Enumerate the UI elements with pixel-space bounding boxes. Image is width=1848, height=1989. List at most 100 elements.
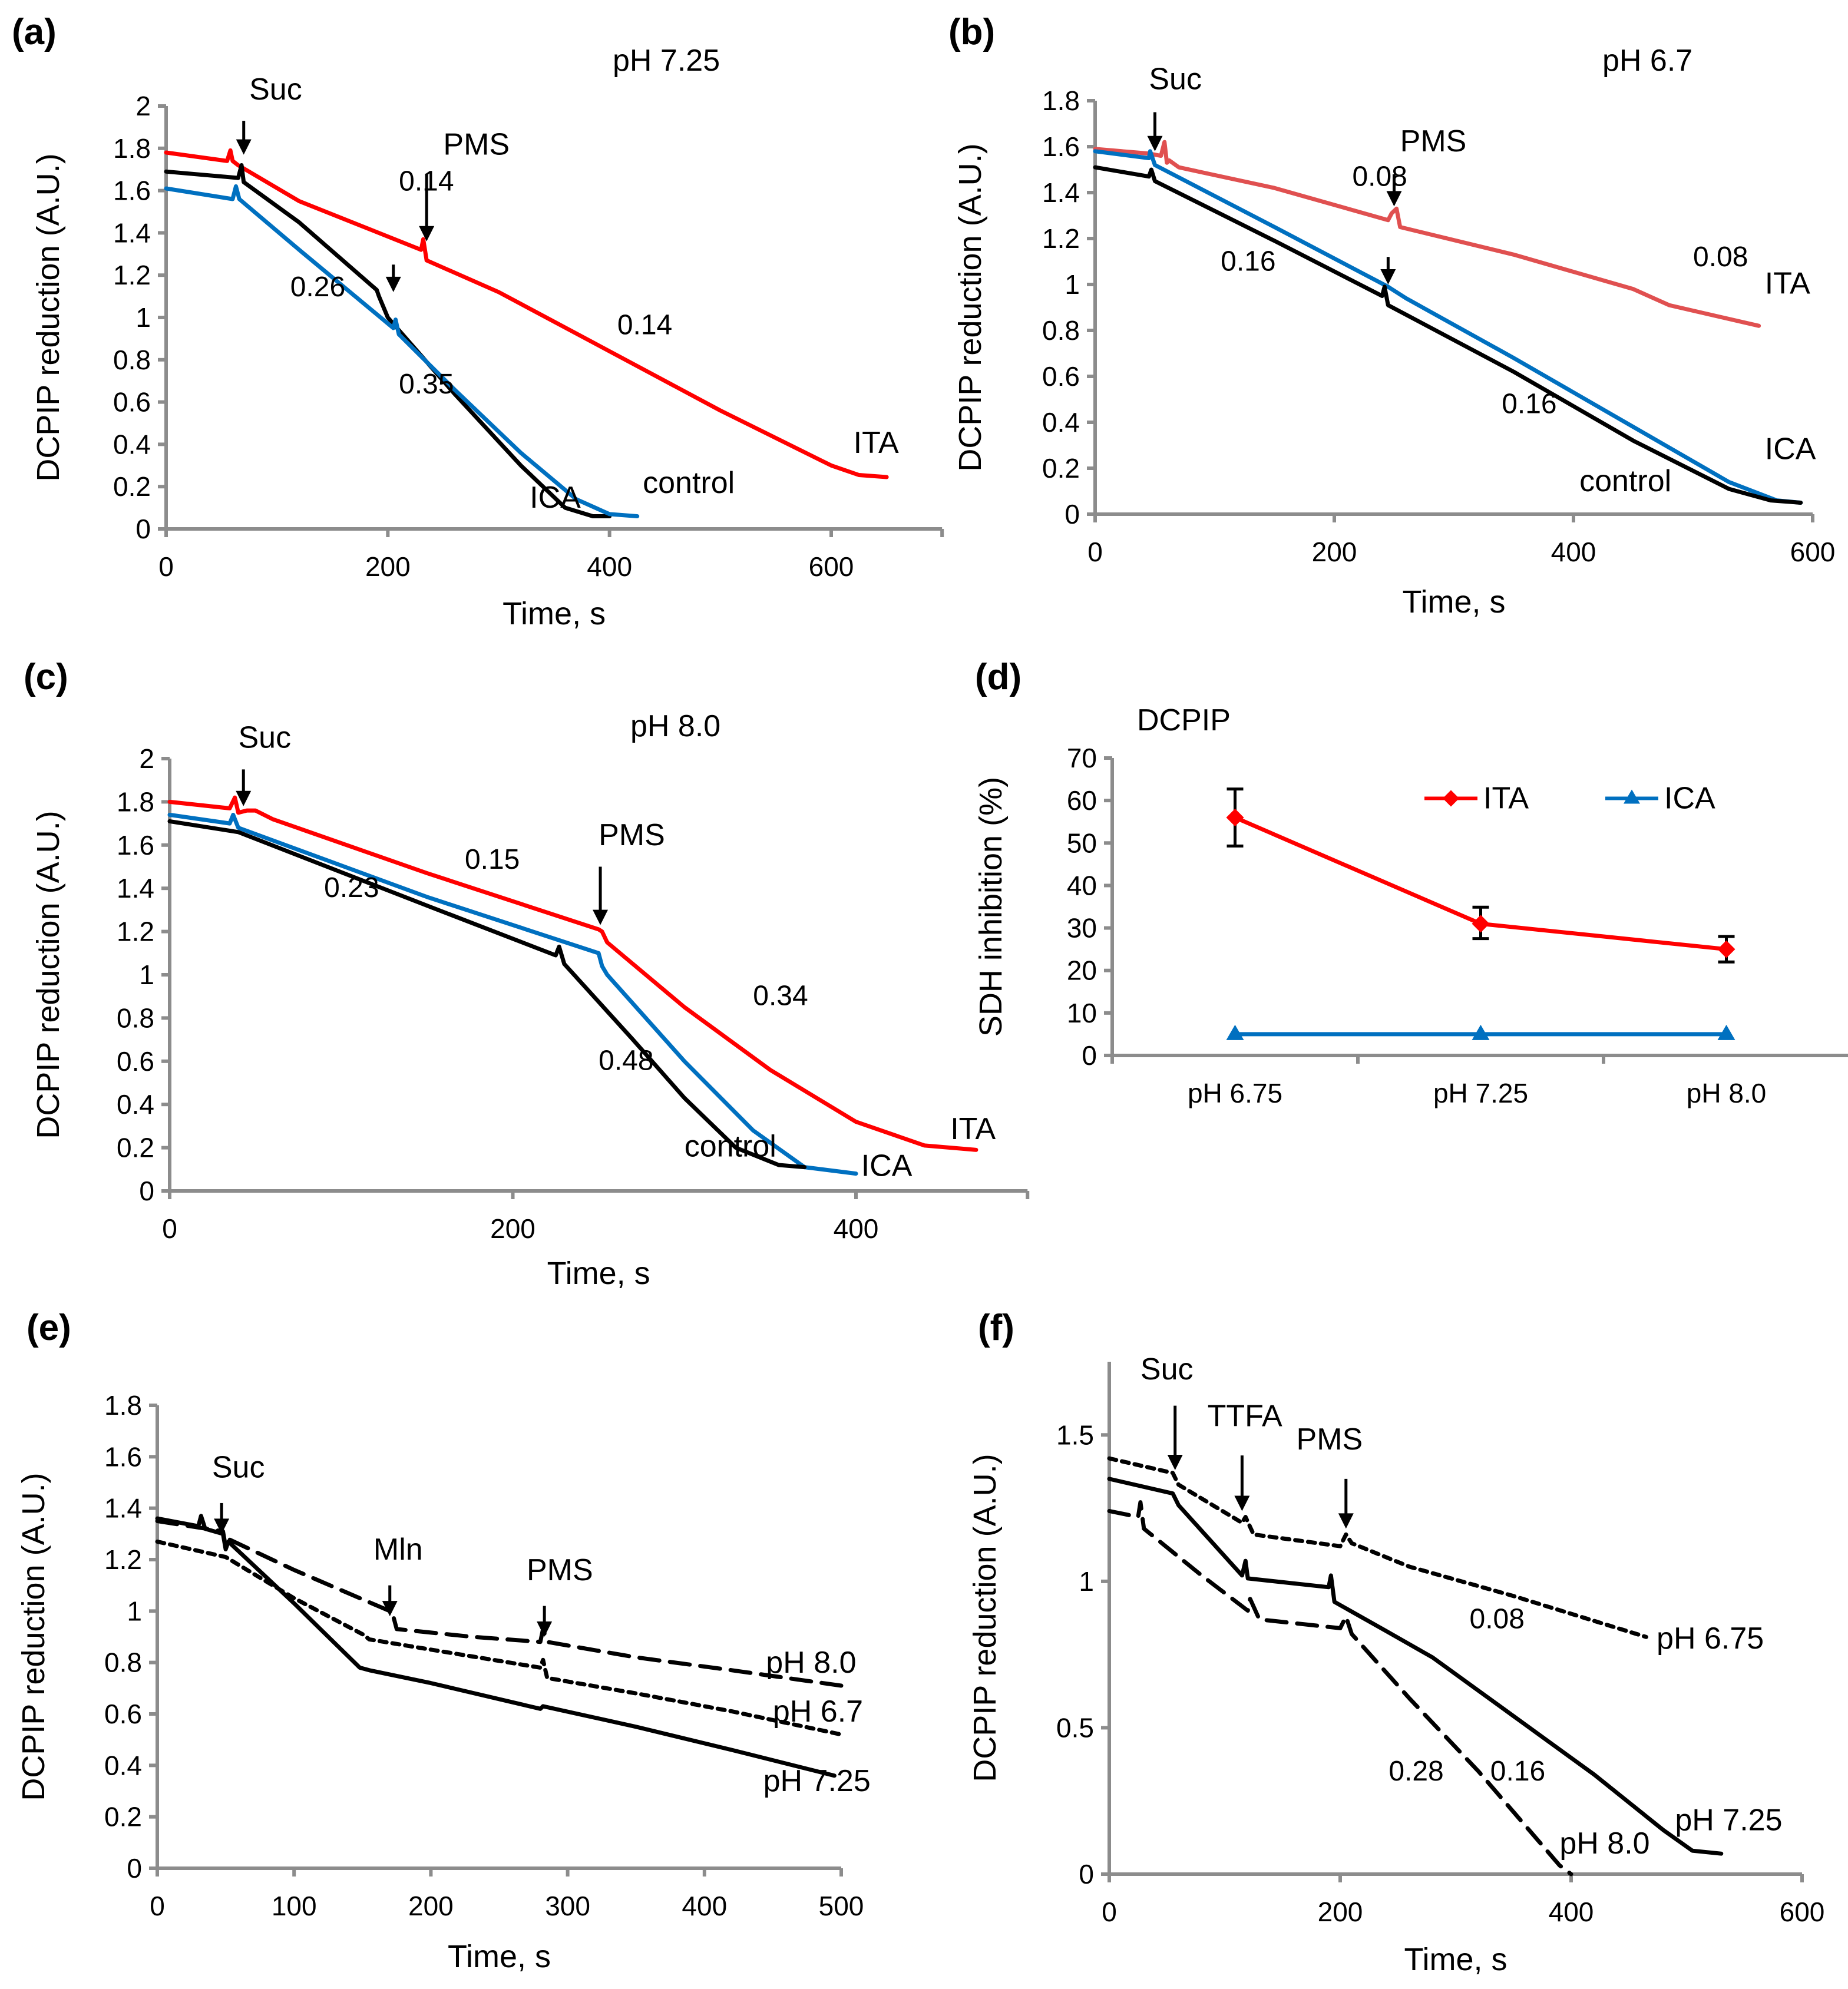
x-tick-label: 0	[158, 551, 174, 582]
y-tick-label: 0	[127, 1853, 142, 1884]
arrow-pms-secondary-head	[385, 276, 401, 292]
y-tick-label: 1.8	[113, 133, 151, 164]
arrow-pms-head	[419, 226, 435, 241]
x-tick-label: 200	[490, 1213, 535, 1244]
rate-label: 0.16	[1221, 246, 1275, 277]
panel-title: DCPIP	[1137, 703, 1231, 737]
series-ica	[167, 812, 858, 1176]
series-ph-7-25	[155, 1514, 837, 1778]
x-tick-label: 400	[834, 1213, 879, 1244]
marker-ita	[1717, 940, 1735, 958]
y-tick-label: 1.2	[113, 260, 151, 290]
arrow-suc-head	[214, 1518, 230, 1534]
marker-ita	[1472, 915, 1490, 933]
rate-label: 0.16	[1502, 388, 1556, 419]
curve-label: ICA	[530, 481, 581, 515]
y-tick-label: 1.6	[104, 1441, 142, 1472]
y-tick-label: 1	[127, 1596, 142, 1626]
y-tick-label: 70	[1067, 743, 1097, 773]
rate-label: 0.08	[1352, 161, 1407, 192]
rate-label: 0.48	[599, 1045, 653, 1076]
panel-title: pH 6.7	[1602, 44, 1692, 78]
y-tick-label: 0	[139, 1176, 154, 1206]
series-ita	[164, 148, 889, 479]
y-tick-label: 0.8	[1042, 315, 1080, 346]
panel-a: (a) pH 7.25 0 0.2 0.4 0.6 0.8 1 1.2 1.4 1.6 1.8 2 0 20…	[12, 12, 944, 631]
x-tick-label: 400	[587, 551, 632, 582]
y-tick-label: 1.2	[117, 916, 154, 947]
y-tick-label: 0.2	[104, 1802, 142, 1832]
x-tick-label: pH 6.75	[1188, 1078, 1282, 1108]
y-tick-label: 1.6	[1042, 131, 1080, 162]
panel-label: (e)	[27, 1308, 71, 1348]
curve-label: pH 8.0	[766, 1646, 856, 1680]
series-ita	[167, 795, 978, 1152]
y-tick-label: 0.4	[1042, 407, 1080, 438]
rate-label: 0.08	[1693, 241, 1748, 273]
x-axis-label: Time, s	[1404, 1942, 1508, 1977]
rate-label: 0.26	[290, 272, 345, 303]
x-tick-label: 600	[1790, 537, 1836, 567]
y-tick-label: 0.6	[117, 1046, 154, 1077]
x-tick-label: 200	[1312, 537, 1357, 567]
x-tick-label: 400	[1551, 537, 1596, 567]
x-tick-label: 0	[1102, 1897, 1117, 1927]
y-tick-label: 0	[1082, 1040, 1097, 1071]
y-tick-label: 1.8	[1042, 85, 1080, 116]
y-tick-label: 0.5	[1056, 1712, 1094, 1743]
y-tick-label: 1.2	[1042, 223, 1080, 254]
y-tick-label: 0.8	[104, 1647, 142, 1678]
y-tick-label: 1.8	[117, 786, 154, 817]
series-control	[164, 184, 640, 518]
x-tick-label: 0	[150, 1891, 165, 1921]
curve-label: ICA	[1765, 432, 1816, 466]
marker-ica	[1717, 1024, 1735, 1040]
arrow-suc-head	[1147, 135, 1163, 151]
x-tick-label: 200	[1318, 1897, 1363, 1927]
curve-label: control	[1579, 464, 1671, 498]
y-tick-label: 30	[1067, 913, 1097, 944]
rate-label: 0.23	[324, 872, 379, 904]
y-tick-label: 1	[1079, 1566, 1094, 1597]
x-tick-label: 0	[162, 1213, 177, 1244]
x-tick-label: pH 8.0	[1687, 1078, 1767, 1108]
y-tick-label: 0	[135, 514, 151, 544]
panel-label: (d)	[975, 657, 1021, 697]
arrow-suc-head	[236, 139, 252, 155]
annotation-ttfa: TTFA	[1208, 1399, 1282, 1433]
panel-d: (d) DCPIP 0 10 20 30 40 50 60 70 pH 6.75 pH 7.25 pH …	[973, 657, 1848, 1108]
y-tick-label: 0.2	[1042, 453, 1080, 484]
marker-ita	[1226, 809, 1244, 826]
y-tick-label: 0	[1079, 1859, 1094, 1889]
panel-label: (c)	[24, 657, 68, 697]
y-tick-label: 40	[1067, 870, 1097, 901]
y-axis-label: DCPIP reduction (A.U.)	[967, 1454, 1003, 1782]
x-tick-label: 600	[809, 551, 854, 582]
series-control	[167, 819, 807, 1170]
y-tick-label: 1.4	[1042, 177, 1080, 208]
curve-label: pH 8.0	[1559, 1826, 1649, 1861]
x-tick-label: 100	[272, 1891, 317, 1921]
arrow-pms-secondary-head	[1380, 269, 1396, 284]
y-tick-label: 10	[1067, 998, 1097, 1028]
arrow-mln-head	[382, 1601, 398, 1617]
legend-label-ita: ITA	[1483, 782, 1529, 816]
annotation-mln: Mln	[373, 1533, 423, 1567]
x-tick-label: 300	[545, 1891, 590, 1921]
legend-label-ica: ICA	[1664, 782, 1715, 816]
annotation-suc: Suc	[239, 721, 292, 755]
curve-label: pH 6.7	[773, 1695, 863, 1729]
panel-label: (a)	[12, 12, 57, 52]
annotation-suc: Suc	[1140, 1352, 1194, 1386]
y-tick-label: 0.2	[113, 471, 151, 502]
y-tick-label: 1	[135, 302, 151, 333]
y-tick-label: 20	[1067, 955, 1097, 986]
panel-f: (f) 0 0.5 1 1.5 0 200 400 600 Time, s DCPIP reduct…	[967, 1308, 1824, 1977]
y-tick-label: 2	[135, 91, 151, 121]
curve-label: ITA	[950, 1112, 996, 1146]
curve-label: control	[643, 466, 735, 500]
series-ica	[164, 163, 612, 518]
x-axis-label: Time, s	[1403, 584, 1506, 620]
series-control	[1093, 165, 1803, 505]
arrow-pms-head	[1386, 191, 1402, 207]
